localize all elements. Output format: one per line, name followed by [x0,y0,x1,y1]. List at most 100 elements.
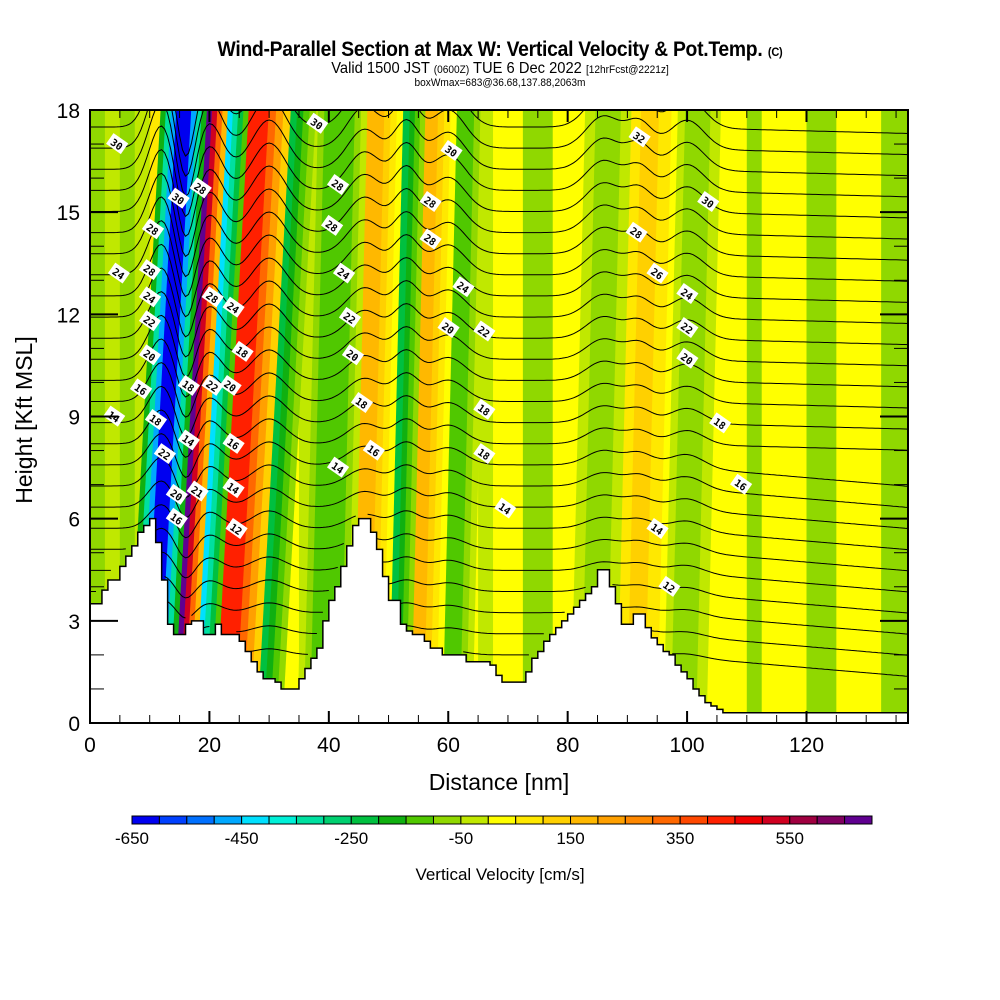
contour-label-bg [189,177,212,199]
isentrope [191,602,323,616]
x-axis: 0 20 40 60 80 100 120 [84,110,897,757]
contour-label-bg [141,218,165,240]
isentrope [388,579,586,592]
colorbar-swatch [186,815,215,825]
isentrope [90,385,908,438]
colorbar-swatch [761,815,791,825]
colorbar-swatch [295,815,325,825]
field-strip [866,110,882,723]
contour-label-bg [107,262,131,284]
colorbar-swatch [350,815,380,825]
colorbar-swatch [542,815,572,825]
contour-label-bg [419,228,442,250]
vertical-velocity-field [90,110,908,723]
x-tick-label: 20 [198,734,221,757]
contour-label-bg [440,139,463,161]
isentrope [397,602,565,614]
contour-label-bg [473,443,496,465]
isentrope [90,172,908,258]
contour-label-bg [225,517,248,539]
x-tick-label: 120 [789,734,824,757]
contour-label-bg [129,378,153,400]
contour-label-bg [332,262,356,284]
colorbar-tick-label: 350 [666,829,694,848]
isentrope [90,314,908,378]
contour-label-bg [494,497,517,519]
field-strip [851,110,867,723]
isentrope [672,653,908,677]
contour-label-bg [625,221,648,243]
colorbar-tick-label: -250 [334,829,368,848]
colorbar-tick-label: -650 [115,829,149,848]
contour-label-bg [186,480,209,502]
contour-label-bg [306,112,329,134]
colorbar-swatch [652,815,681,825]
contour-label-bg [326,174,350,195]
contour-label-bg [177,374,200,396]
velocity-band [676,110,706,723]
isentrope [90,267,908,338]
valid-time: Valid 1500 JST (0600Z) TUE 6 Dec 2022 [1… [40,60,960,78]
valid-time-local: Valid 1500 JST [331,60,430,77]
contour-label-bg [201,374,224,396]
isentrope [155,527,344,559]
y-axis: 0 3 6 9 12 15 18 [57,100,908,736]
isentrope [251,648,308,655]
isentrope [90,338,908,398]
x-tick-label: 60 [437,734,460,757]
field-strip [776,110,793,723]
x-tick-label: 100 [670,734,705,757]
contour-label-bg [106,133,129,155]
contour-label-bg [138,310,162,332]
colorbar-swatch [679,815,709,825]
contour-label-bg [362,439,386,461]
contour-label-bg [341,344,365,366]
y-tick-label: 6 [68,509,80,532]
field-strip [716,110,733,723]
y-axis-title: Height [Kft MSL] [11,336,37,503]
contour-label-bg [437,317,460,339]
field-strip [522,110,539,723]
field-strip [537,110,554,723]
contour-label-bg [473,398,496,420]
isentrope [90,409,908,458]
isentrope [158,551,338,579]
isentrope [367,510,908,551]
contour-label-bg [144,409,168,430]
contour-label-bg [676,347,699,369]
field-strip [821,110,837,723]
contour-label-bg [676,317,699,339]
y-tick-label: 15 [57,202,80,225]
contour-label-bg [138,286,162,308]
chart-title-text: Wind-Parallel Section at Max W: Vertical… [217,38,763,61]
contour-label-bg [222,477,245,499]
contour-label-bg [165,507,188,529]
colorbar-swatch [241,815,270,825]
contour-label-bg [167,187,190,209]
isentrope [406,625,544,635]
field-strip [761,110,778,723]
contour-label-bg [153,443,177,465]
chart-title: Wind-Parallel Section at Max W: Vertical… [40,38,960,62]
contour-label-bg [419,191,442,213]
contour-label-bg [338,306,362,328]
contour-label-bg [730,473,753,495]
isentrope [90,433,908,487]
colorbar-swatch [597,815,626,825]
contour-label-bg [452,276,475,298]
isentrope [167,601,186,619]
field-strip [791,110,807,723]
isentrope [651,630,908,656]
contour-label-bg [326,456,350,478]
field-strip [746,110,763,723]
colorbar-swatch [405,815,434,825]
isentrope [90,110,908,177]
colorbar-swatch [378,815,407,825]
colorbar-tick-label: 150 [556,829,584,848]
contour-label-bg [646,262,669,284]
isentrope [376,533,908,572]
contour-label-bg [177,429,200,451]
contour-label-bg [473,320,496,342]
isentrope [618,606,908,635]
x-tick-label: 80 [556,734,579,757]
